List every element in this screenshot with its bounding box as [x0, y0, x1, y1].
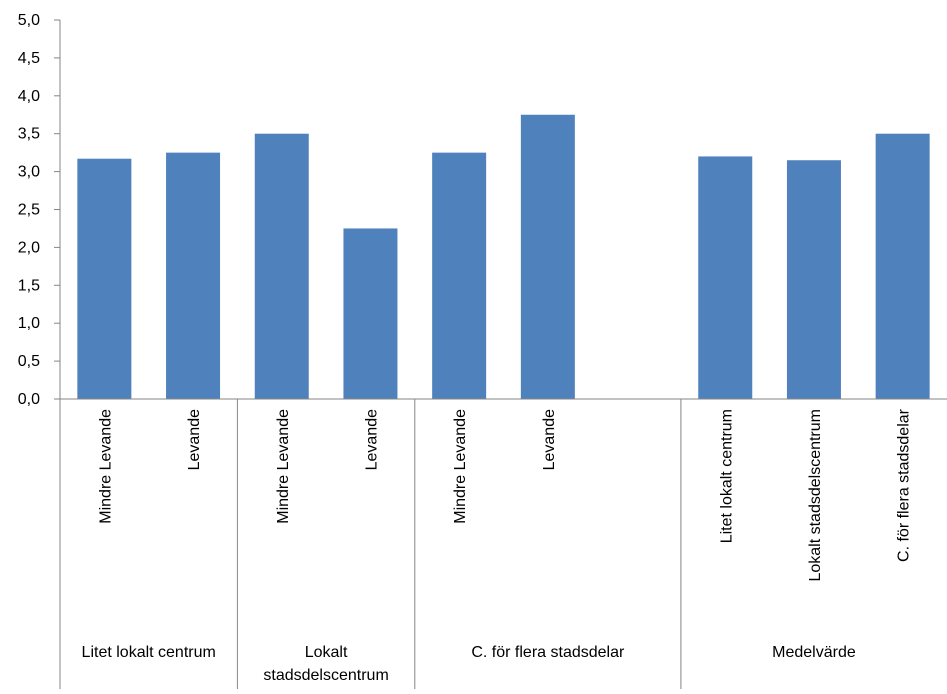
x-group-label: Lokalt: [305, 644, 348, 661]
x-group-label: C. för flera stadsdelar: [471, 644, 625, 661]
bar: [343, 228, 398, 399]
bar: [77, 158, 132, 399]
y-tick-label: 0,0: [18, 391, 40, 408]
x-group-label: Litet lokalt centrum: [82, 644, 216, 661]
y-tick-label: 4,0: [18, 88, 40, 105]
bar: [166, 152, 221, 399]
y-tick-label: 3,5: [18, 126, 40, 143]
x-category-label: Levande: [363, 409, 380, 470]
y-tick-label: 0,5: [18, 353, 40, 370]
y-tick-label: 3,0: [18, 164, 40, 181]
x-axis: Mindre Levande Levande Mindre Levande Levan…: [60, 398, 947, 689]
x-category-label: Levande: [186, 409, 203, 470]
bar: [786, 160, 841, 399]
bar: [698, 156, 753, 399]
y-tick-label: 1,5: [18, 277, 40, 294]
x-category-label: Mindre Levande: [97, 409, 114, 524]
y-tick-label: 4,5: [18, 50, 40, 67]
y-tick-label: 2,0: [18, 239, 40, 256]
x-group-label: Medelvärde: [772, 644, 856, 661]
x-group-label: stadsdelscentrum: [263, 667, 388, 684]
x-category-label: Lokalt stadsdelscentrum: [807, 409, 824, 582]
y-tick-label: 1,0: [18, 315, 40, 332]
bar: [254, 133, 309, 399]
y-tick-label: 2,5: [18, 202, 40, 219]
bar: [875, 133, 930, 399]
x-category-label: Levande: [541, 409, 558, 470]
x-category-label: Litet lokalt centrum: [718, 409, 735, 543]
x-category-label: Mindre Levande: [275, 409, 292, 524]
y-tick-label: 5,0: [18, 12, 40, 29]
x-category-label: Mindre Levande: [452, 409, 469, 524]
x-category-label: C. för flera stadsdelar: [896, 408, 913, 562]
bars: [77, 114, 930, 399]
bar: [520, 114, 575, 399]
bar: [432, 152, 487, 399]
y-axis: 0,0 0,5 1,0 1,5 2,0 2,5 3,0 3,5 4,0 4,5 5,0: [18, 12, 61, 689]
